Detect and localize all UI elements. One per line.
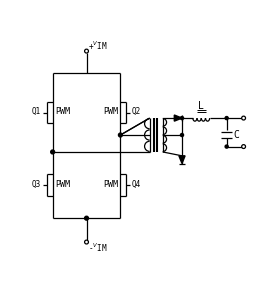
Circle shape [85, 49, 88, 53]
Text: Q4: Q4 [132, 180, 141, 189]
Circle shape [242, 145, 246, 148]
Circle shape [51, 150, 55, 154]
Circle shape [225, 116, 228, 120]
Circle shape [225, 145, 228, 148]
Circle shape [85, 216, 88, 220]
Polygon shape [179, 156, 185, 164]
Circle shape [242, 116, 246, 120]
Text: +$^V$IM: +$^V$IM [88, 40, 108, 52]
Circle shape [180, 116, 184, 120]
Text: -$^V$IM: -$^V$IM [88, 242, 108, 254]
Text: Q2: Q2 [132, 107, 141, 116]
Text: PWM: PWM [55, 107, 70, 116]
Text: PWM: PWM [55, 180, 70, 189]
Text: L: L [198, 101, 204, 111]
Text: Q1: Q1 [32, 107, 41, 116]
Circle shape [85, 240, 88, 244]
Circle shape [118, 133, 122, 137]
Text: Q3: Q3 [32, 180, 41, 189]
Text: PWM: PWM [103, 180, 118, 189]
Polygon shape [174, 115, 182, 121]
Text: C: C [234, 130, 239, 140]
Text: PWM: PWM [103, 107, 118, 116]
Circle shape [180, 134, 184, 136]
